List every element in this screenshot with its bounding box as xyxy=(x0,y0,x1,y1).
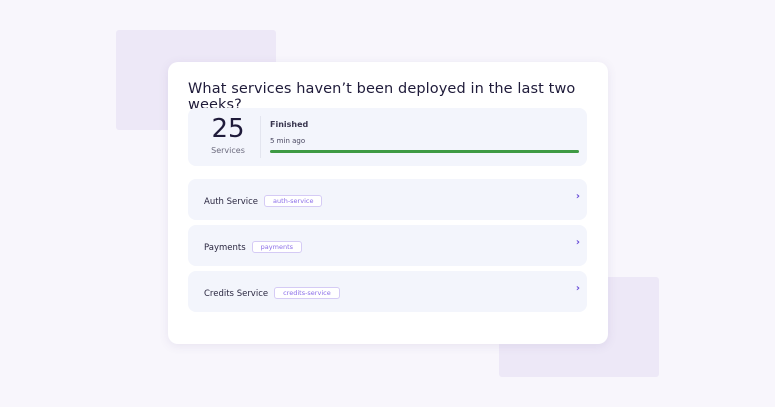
service-name-wrap: Auth Service auth-service xyxy=(204,195,323,207)
service-tag: payments xyxy=(251,241,302,253)
service-name: Auth Service xyxy=(204,197,259,207)
service-row[interactable]: Credits Service credits-service › xyxy=(188,271,587,312)
service-tag: auth-service xyxy=(264,195,323,207)
result-summary: 25 Services Finished 5 min ago xyxy=(188,108,587,166)
service-row[interactable]: Payments payments › xyxy=(188,225,587,266)
chevron-right-icon[interactable]: › xyxy=(575,283,580,294)
service-name-wrap: Credits Service credits-service xyxy=(204,287,340,299)
chevron-right-icon[interactable]: › xyxy=(575,237,580,248)
service-name: Payments xyxy=(204,243,246,253)
progress-bar xyxy=(270,150,579,153)
query-result-card: What services haven’t been deployed in t… xyxy=(168,62,608,344)
chevron-right-icon[interactable]: › xyxy=(575,191,580,202)
service-row[interactable]: Auth Service auth-service › xyxy=(188,179,587,220)
service-tag: credits-service xyxy=(274,287,340,299)
timestamp: 5 min ago xyxy=(270,137,306,145)
divider xyxy=(260,116,261,158)
service-name-wrap: Payments payments xyxy=(204,241,302,253)
service-count-label: Services xyxy=(211,146,245,155)
service-count: 25 xyxy=(211,114,245,144)
status-text: Finished xyxy=(270,120,309,129)
service-name: Credits Service xyxy=(204,289,269,299)
progress-fill xyxy=(270,150,579,153)
